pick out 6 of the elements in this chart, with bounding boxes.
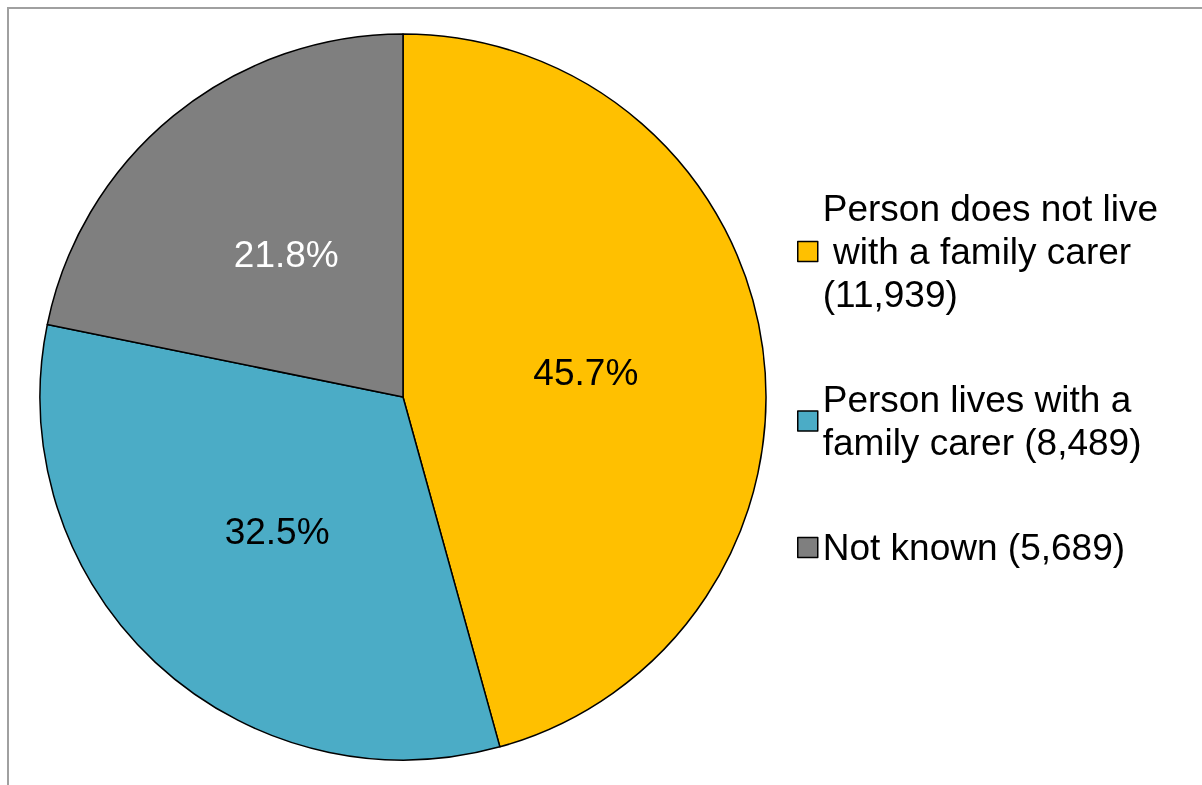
data-label: 21.8% [233, 233, 339, 275]
data-label: 32.5% [224, 511, 330, 553]
data-label: 45.7% [533, 351, 639, 393]
legend-label: Not known (5,689) [822, 527, 1126, 568]
legend-label: Person does not live with a family carer (11,939) [822, 188, 1159, 315]
legend-label: Person lives with a family carer (8,489) [822, 379, 1142, 463]
